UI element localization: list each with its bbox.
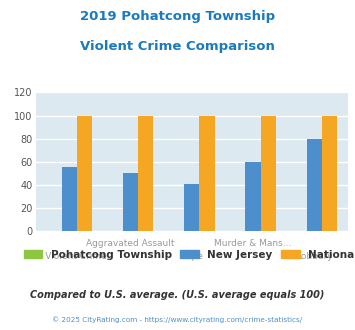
Text: Robbery: Robbery	[295, 252, 333, 261]
Bar	[322, 115, 337, 231]
Bar	[245, 162, 261, 231]
Bar	[307, 139, 322, 231]
Bar	[261, 115, 276, 231]
Text: Compared to U.S. average. (U.S. average equals 100): Compared to U.S. average. (U.S. average …	[30, 290, 325, 300]
Bar	[61, 168, 77, 231]
Bar	[138, 115, 153, 231]
Text: Violent Crime Comparison: Violent Crime Comparison	[80, 40, 275, 52]
Text: Murder & Mans...: Murder & Mans...	[214, 239, 292, 248]
Bar	[184, 183, 200, 231]
Bar	[77, 115, 92, 231]
Bar	[200, 115, 215, 231]
Text: © 2025 CityRating.com - https://www.cityrating.com/crime-statistics/: © 2025 CityRating.com - https://www.city…	[53, 317, 302, 323]
Text: 2019 Pohatcong Township: 2019 Pohatcong Township	[80, 10, 275, 23]
Text: Aggravated Assault: Aggravated Assault	[86, 239, 175, 248]
Text: All Violent Crime: All Violent Crime	[31, 252, 107, 261]
Bar	[123, 173, 138, 231]
Legend: Pohatcong Township, New Jersey, National: Pohatcong Township, New Jersey, National	[20, 246, 355, 264]
Text: Rape: Rape	[180, 252, 203, 261]
